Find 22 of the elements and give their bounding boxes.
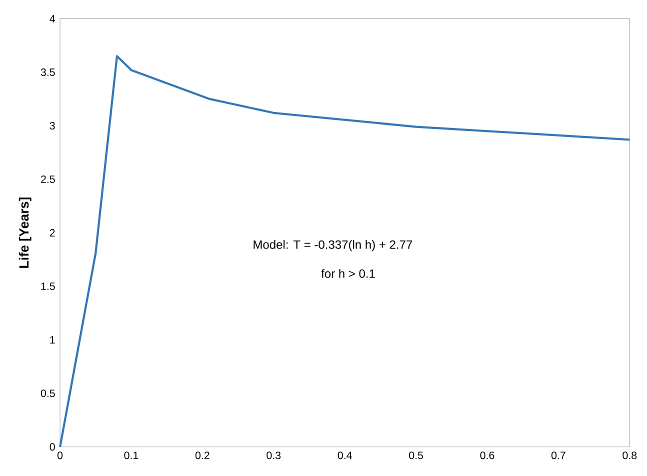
x-tick-label: 0 — [57, 451, 63, 460]
x-tick-label: 0.4 — [338, 451, 352, 460]
x-tick-label: 0.7 — [551, 451, 566, 460]
x-tick-label: 0.1 — [124, 451, 138, 460]
y-tick-label: 3 — [50, 122, 55, 130]
x-tick-label: 0.5 — [409, 451, 424, 460]
y-axis-title: Life [Years] — [18, 197, 32, 268]
y-tick-label: 2 — [50, 228, 55, 236]
y-tick-label: 2.5 — [41, 175, 55, 183]
x-tick-label: 0.3 — [266, 451, 281, 460]
y-tick-label: 3.5 — [40, 68, 55, 76]
annotation: for h > 0.1 — [321, 268, 375, 278]
line-series — [58, 54, 631, 448]
y-tick-label: 1.5 — [41, 282, 55, 290]
y-tick-label: 0.5 — [40, 389, 55, 398]
y-tick-label: 4 — [50, 14, 56, 22]
y-tick-label: 1 — [50, 336, 55, 344]
x-tick-label: 0.2 — [195, 451, 210, 460]
x-tick-label: 0.8 — [622, 451, 637, 460]
annotation: Model: T = -0.337(ln h) + 2.77 — [254, 240, 412, 252]
y-tick-label: 0 — [50, 443, 55, 451]
x-tick-label: 0.6 — [480, 451, 494, 460]
